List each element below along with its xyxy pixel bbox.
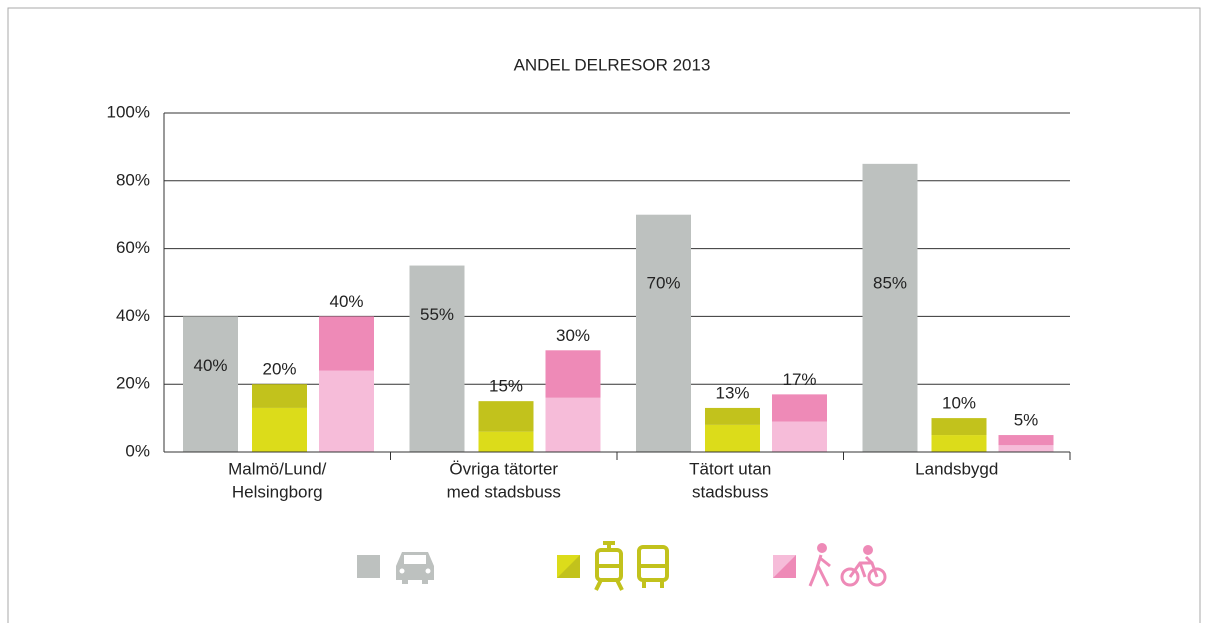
car-icon: [396, 552, 434, 584]
bar-segment: [998, 445, 1054, 452]
y-tick-label: 60%: [116, 238, 150, 257]
value-label: 17%: [782, 370, 816, 389]
walk-bike-icons: [808, 543, 887, 587]
bar-segment: [931, 435, 987, 452]
legend-swatch: [357, 555, 380, 578]
x-tick-label: Landsbygd: [915, 459, 998, 478]
y-tick-label: 80%: [116, 170, 150, 189]
bar-segment: [319, 316, 374, 371]
value-label: 55%: [420, 305, 454, 324]
legend: [357, 541, 887, 591]
chart-title: ANDEL DELRESOR 2013: [514, 55, 711, 74]
bar-segment: [772, 394, 827, 422]
x-tick-label: Malmö/Lund/: [228, 459, 327, 478]
y-tick-label: 0%: [125, 441, 150, 460]
x-tick-label: Helsingborg: [232, 482, 323, 501]
bar-segment: [705, 407, 760, 425]
bar-segment: [862, 163, 918, 452]
bar-segment: [931, 418, 987, 436]
y-tick-label: 100%: [107, 102, 150, 121]
transit-icons: [594, 541, 669, 591]
bar-segment: [636, 214, 691, 452]
bar-segment: [772, 421, 827, 452]
x-tick-label: Tätort utan: [689, 459, 771, 478]
bar-segment: [545, 397, 601, 452]
value-label: 40%: [329, 292, 363, 311]
bar-segment: [545, 350, 601, 398]
x-tick-label: stadsbuss: [692, 482, 769, 501]
value-label: 30%: [556, 326, 590, 345]
value-label: 40%: [193, 356, 227, 375]
value-label: 85%: [873, 273, 907, 292]
y-tick-label: 40%: [116, 306, 150, 325]
bar-segment: [478, 431, 534, 452]
value-label: 13%: [715, 383, 749, 402]
x-tick-label: Övriga tätorter: [449, 459, 558, 478]
legend-swatch-top: [557, 555, 580, 578]
bar-segment: [252, 384, 307, 408]
bar-segment: [319, 370, 374, 452]
bar-segment: [183, 316, 238, 452]
bar-segment: [705, 424, 760, 452]
bar-segment: [478, 401, 534, 432]
legend-swatch-top: [773, 555, 796, 578]
value-label: 70%: [646, 273, 680, 292]
frame: [7, 7, 1201, 623]
value-label: 15%: [489, 377, 523, 396]
value-label: 10%: [942, 394, 976, 413]
bar-segment: [409, 265, 465, 452]
bar-segment: [252, 407, 307, 452]
x-tick-label: med stadsbuss: [447, 482, 561, 501]
bar-segment: [998, 435, 1054, 446]
y-tick-label: 20%: [116, 374, 150, 393]
value-label: 5%: [1014, 411, 1039, 430]
value-label: 20%: [262, 360, 296, 379]
